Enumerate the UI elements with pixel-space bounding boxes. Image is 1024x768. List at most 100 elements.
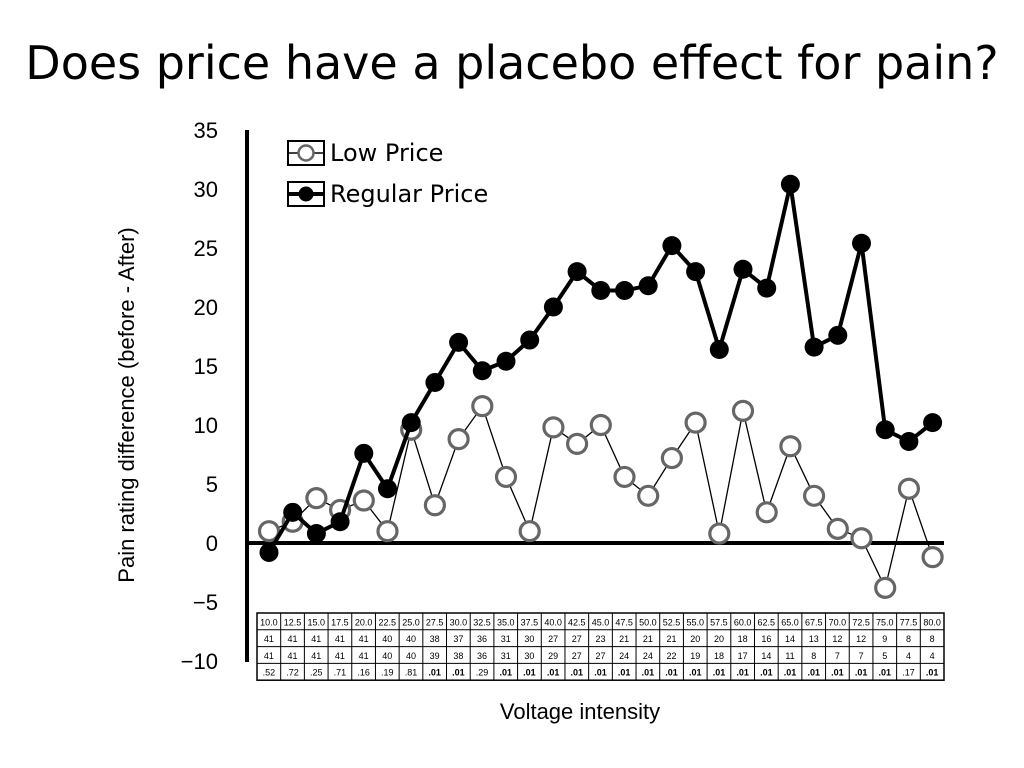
low-price-point [850, 527, 873, 550]
table-cell: 40 [382, 634, 392, 644]
table-cell: 21 [643, 634, 653, 644]
table-header-cell: 45.0 [592, 617, 610, 627]
legend: Low Price Regular Price [287, 139, 488, 208]
y-tick-label: 25 [194, 236, 218, 261]
table-cell: 37 [453, 634, 463, 644]
table-cell: 40 [406, 651, 416, 661]
table-cell: 30 [524, 651, 534, 661]
table-cell: .01 [760, 668, 773, 678]
low-price-point [447, 428, 470, 451]
table-header-cell: 47.5 [615, 617, 633, 627]
table-cell: 41 [359, 651, 369, 661]
regular-price-point [875, 420, 895, 440]
table-cell: 39 [430, 651, 440, 661]
low-price-point [897, 477, 921, 500]
table-cell: 12 [832, 634, 842, 644]
low-price-point [731, 399, 755, 422]
y-tick-label: −5 [193, 590, 218, 615]
low-price-point [518, 520, 541, 543]
table-cell: 40 [406, 634, 416, 644]
table-cell: .29 [476, 668, 489, 678]
table-header-cell: 12.5 [284, 617, 302, 627]
table-cell: .17 [902, 668, 915, 678]
table-cell: 8 [811, 651, 816, 661]
regular-price-point [543, 297, 563, 317]
series-low-price [257, 395, 944, 599]
table-header-cell: 20.0 [355, 617, 373, 627]
table-cell: 8 [906, 634, 911, 644]
legend-label: Low Price [330, 139, 443, 167]
y-tick-label: 30 [194, 177, 218, 202]
table-cell: 41 [335, 651, 345, 661]
table-cell: .01 [571, 668, 584, 678]
low-price-point [779, 435, 802, 458]
table-cell: 19 [690, 651, 700, 661]
y-tick-label: −10 [181, 649, 218, 674]
table-cell: .01 [713, 668, 726, 678]
low-price-point [874, 576, 897, 599]
table-header-cell: 62.5 [758, 617, 776, 627]
table-cell: 36 [477, 651, 487, 661]
low-price-point [542, 416, 565, 439]
low-price-point [755, 501, 778, 524]
table-cell: .16 [357, 668, 370, 678]
table-header-cell: 50.0 [639, 617, 657, 627]
y-tick-label: 10 [194, 413, 218, 438]
low-price-point [471, 395, 494, 418]
table-header-cell: 75.0 [876, 617, 894, 627]
table-header-cell: 55.0 [686, 617, 704, 627]
table-cell: .25 [310, 668, 323, 678]
table-cell: 27 [572, 651, 582, 661]
table-cell: .01 [807, 668, 820, 678]
regular-price-point [757, 278, 777, 298]
table-cell: .01 [499, 668, 512, 678]
table-cell: 14 [761, 651, 771, 661]
low-price-point [423, 494, 446, 517]
legend-marker [298, 186, 314, 202]
low-price-point [565, 432, 589, 455]
low-price-point [613, 465, 636, 489]
y-tick-label: 15 [194, 354, 218, 379]
table-cell: 21 [619, 634, 629, 644]
series-layer [257, 174, 944, 599]
data-table: 10.0 12.5 15.0 17.5 20.0 22.5 25.0 27.5 30.0 32.5… [256, 612, 945, 681]
table-cell: 27 [595, 651, 605, 661]
low-price-point [376, 520, 399, 543]
regular-price-point [378, 479, 397, 499]
table-cell: .01 [879, 668, 892, 678]
table-cell: 18 [714, 651, 724, 661]
table-cell: .01 [618, 668, 631, 678]
legend-marker [297, 144, 315, 162]
table-header-cell: 10.0 [260, 617, 278, 627]
axes [245, 130, 944, 662]
table-cell: .01 [831, 668, 844, 678]
table-cell: 27 [572, 634, 582, 644]
regular-price-point [591, 280, 611, 300]
regular-price-point [923, 413, 943, 433]
table-cell: 9 [882, 634, 887, 644]
regular-price-point [662, 236, 682, 256]
table-header-cell: 65.0 [781, 617, 799, 627]
table-header-cell: 17.5 [331, 617, 349, 627]
y-tick-labels: 35 30 25 20 15 10 5 0 −5 −10 [181, 118, 218, 674]
table-header-cell: 60.0 [734, 617, 752, 627]
legend-item: Regular Price [287, 180, 488, 208]
x-axis-label: Voltage intensity [500, 699, 660, 724]
table-cell: 41 [359, 634, 369, 644]
table-header-cell: 37.5 [521, 617, 539, 627]
table-cell: .52 [263, 668, 276, 678]
low-price-point [802, 484, 826, 507]
table-cell: 7 [835, 651, 840, 661]
table-cell: 17 [738, 651, 748, 661]
table-cell: .01 [547, 668, 560, 678]
regular-price-point [638, 276, 658, 296]
regular-price-point [401, 413, 421, 433]
table-cell: 41 [311, 651, 321, 661]
regular-price-point [449, 332, 469, 352]
y-tick-label: 5 [206, 472, 218, 497]
table-cell: 29 [548, 651, 558, 661]
regular-price-point [425, 373, 445, 393]
low-price-point [352, 489, 375, 512]
table-cell: 5 [882, 651, 887, 661]
legend-label: Regular Price [330, 180, 488, 208]
